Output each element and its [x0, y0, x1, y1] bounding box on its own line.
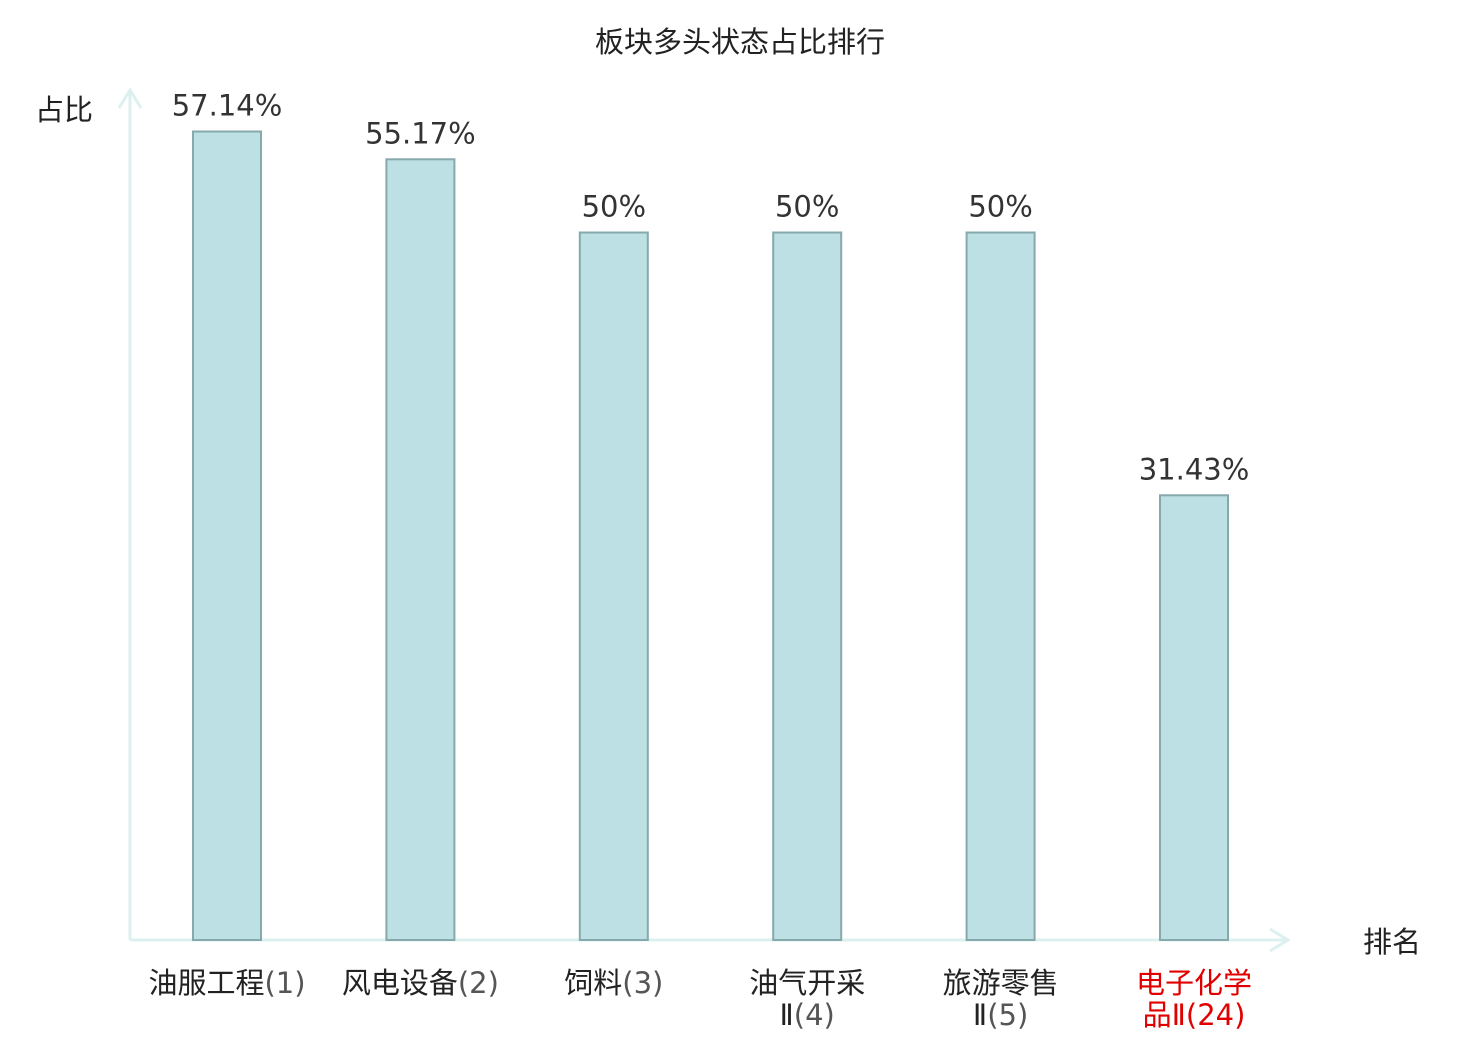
- chart-title: 板块多头状态占比排行: [595, 25, 885, 59]
- bars-layer: [192, 130, 1229, 942]
- category-label: 风电设备(2): [342, 966, 499, 1000]
- category-label: Ⅱ(5): [973, 998, 1028, 1032]
- x-axis-label: 排名: [1363, 925, 1421, 959]
- category-label: 饲料(3): [564, 966, 663, 1000]
- category-rank: (5): [987, 998, 1028, 1032]
- y-axis-label: 占比: [35, 93, 93, 127]
- category-label: 品Ⅱ(24): [1143, 998, 1246, 1032]
- bar-value-label: 31.43%: [1139, 452, 1250, 486]
- category-rank: (3): [622, 966, 663, 1000]
- bar: [192, 130, 262, 941]
- bar-value-label: 50%: [775, 190, 839, 224]
- value-labels-layer: 57.14% 55.17% 50% 50% 50% 31.43%: [172, 89, 1250, 487]
- category-rank: (24): [1186, 998, 1246, 1032]
- bar-value-label: 57.14%: [172, 89, 283, 123]
- category-rank: (4): [794, 998, 835, 1032]
- category-label: Ⅱ(4): [780, 998, 835, 1032]
- category-label: 电子化学: [1136, 966, 1252, 1000]
- category-label: 油服工程(1): [148, 966, 305, 1000]
- bar-value-label: 50%: [582, 190, 646, 224]
- bar: [385, 158, 456, 942]
- category-rank: (2): [458, 966, 499, 1000]
- category-label: 油气开采: [749, 966, 865, 1000]
- bar-value-label: 50%: [968, 190, 1032, 224]
- y-axis-arrow-icon: [117, 87, 143, 109]
- category-rank: (1): [264, 966, 305, 1000]
- bar-value-label: 55.17%: [365, 116, 476, 150]
- category-label: 旅游零售: [943, 966, 1059, 1000]
- x-axis-arrow-icon: [1269, 927, 1291, 953]
- bar: [578, 231, 649, 941]
- bar: [1159, 494, 1229, 941]
- bar: [965, 231, 1036, 941]
- bar: [772, 231, 843, 941]
